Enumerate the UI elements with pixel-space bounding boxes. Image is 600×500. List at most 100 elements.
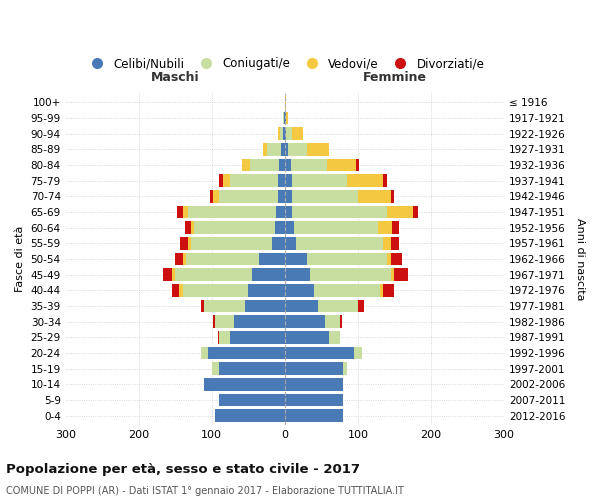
Bar — [285, 158, 290, 172]
Bar — [394, 268, 407, 281]
Bar — [285, 174, 292, 187]
Bar — [307, 143, 329, 156]
Bar — [250, 158, 279, 172]
Bar — [175, 252, 182, 266]
Bar — [329, 331, 340, 344]
Bar — [290, 158, 327, 172]
Bar — [314, 284, 380, 297]
Bar — [278, 174, 285, 187]
Bar — [317, 300, 358, 312]
Bar — [248, 284, 285, 297]
Bar — [285, 206, 292, 218]
Bar — [245, 300, 285, 312]
Text: Femmine: Femmine — [362, 72, 427, 85]
Bar — [347, 174, 383, 187]
Bar — [283, 112, 284, 124]
Bar — [413, 206, 418, 218]
Bar — [201, 300, 205, 312]
Bar — [182, 206, 188, 218]
Bar — [380, 284, 383, 297]
Bar — [179, 284, 182, 297]
Bar — [191, 222, 194, 234]
Bar — [278, 190, 285, 203]
Bar — [293, 222, 377, 234]
Bar — [218, 331, 219, 344]
Bar — [383, 237, 391, 250]
Bar — [292, 206, 387, 218]
Bar — [272, 237, 285, 250]
Bar — [263, 143, 266, 156]
Bar — [205, 300, 245, 312]
Bar — [358, 190, 391, 203]
Bar — [188, 206, 276, 218]
Bar — [209, 190, 213, 203]
Bar — [285, 300, 317, 312]
Bar — [285, 316, 325, 328]
Bar — [285, 222, 293, 234]
Bar — [392, 222, 400, 234]
Bar — [233, 316, 285, 328]
Bar — [289, 143, 307, 156]
Bar — [358, 300, 364, 312]
Bar — [387, 206, 413, 218]
Bar — [259, 252, 285, 266]
Bar — [285, 410, 343, 422]
Bar — [391, 190, 394, 203]
Bar — [356, 158, 359, 172]
Bar — [275, 222, 285, 234]
Bar — [307, 252, 387, 266]
Bar — [292, 174, 347, 187]
Bar — [175, 268, 252, 281]
Bar — [391, 268, 394, 281]
Bar — [230, 174, 278, 187]
Bar — [325, 316, 340, 328]
Bar — [285, 237, 296, 250]
Bar — [176, 206, 182, 218]
Bar — [185, 222, 191, 234]
Bar — [172, 268, 175, 281]
Bar — [285, 394, 343, 406]
Bar — [285, 362, 343, 375]
Bar — [285, 128, 286, 140]
Bar — [284, 112, 285, 124]
Bar — [391, 252, 401, 266]
Bar — [213, 190, 219, 203]
Bar — [285, 346, 354, 360]
Bar — [343, 362, 347, 375]
Y-axis label: Anni di nascita: Anni di nascita — [575, 218, 585, 300]
Bar — [310, 268, 391, 281]
Bar — [285, 378, 343, 391]
Bar — [391, 237, 400, 250]
Bar — [285, 331, 329, 344]
Bar — [280, 128, 283, 140]
Bar — [252, 268, 285, 281]
Bar — [292, 128, 303, 140]
Bar — [285, 284, 314, 297]
Y-axis label: Fasce di età: Fasce di età — [15, 226, 25, 292]
Bar — [276, 206, 285, 218]
Bar — [285, 190, 292, 203]
Bar — [219, 174, 223, 187]
Bar — [285, 112, 286, 124]
Bar — [172, 284, 179, 297]
Bar — [223, 174, 230, 187]
Bar — [230, 331, 285, 344]
Bar — [292, 190, 358, 203]
Bar — [201, 346, 208, 360]
Bar — [279, 158, 285, 172]
Bar — [286, 112, 289, 124]
Bar — [213, 316, 215, 328]
Bar — [182, 284, 248, 297]
Bar — [163, 268, 172, 281]
Legend: Celibi/Nubili, Coniugati/e, Vedovi/e, Divorziati/e: Celibi/Nubili, Coniugati/e, Vedovi/e, Di… — [80, 52, 489, 75]
Bar — [215, 410, 285, 422]
Bar — [285, 143, 289, 156]
Bar — [281, 143, 285, 156]
Bar — [219, 394, 285, 406]
Bar — [377, 222, 392, 234]
Bar — [285, 96, 286, 109]
Bar — [383, 284, 394, 297]
Bar — [266, 143, 281, 156]
Bar — [340, 316, 342, 328]
Bar — [186, 252, 259, 266]
